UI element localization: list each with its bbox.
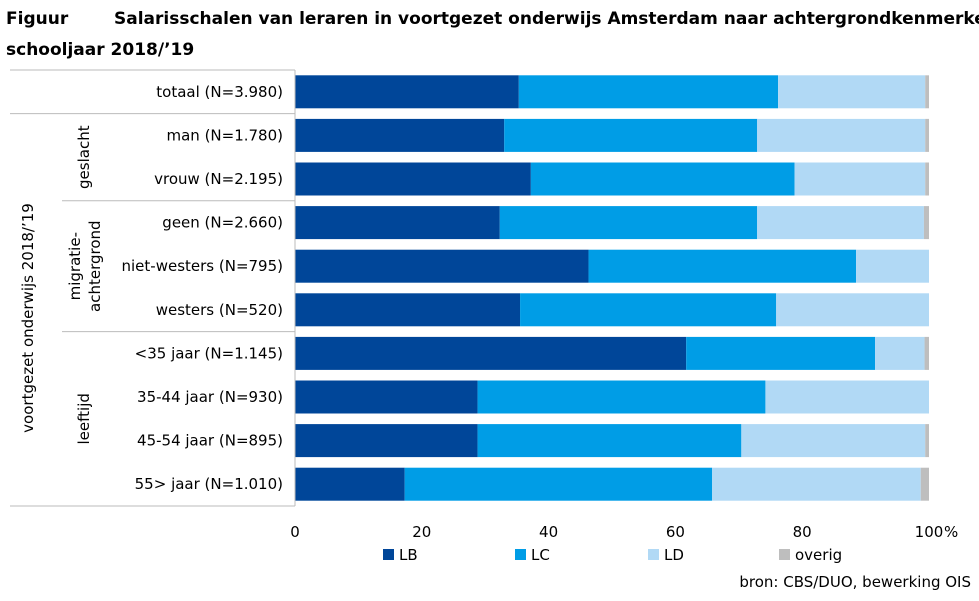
x-tick-label: 40 <box>539 523 558 541</box>
legend-label-lb: LB <box>399 546 418 564</box>
group-label-line: migratie- <box>66 232 84 300</box>
bar-segment-lb <box>295 293 521 327</box>
bar-segment-lb <box>295 467 405 501</box>
legend-swatch-lb <box>383 549 394 560</box>
bar-segment-lc <box>530 162 795 196</box>
bar-segment-overig <box>925 424 929 458</box>
x-tick-label: 60 <box>666 523 685 541</box>
category-label: geen (N=2.660) <box>162 214 283 232</box>
bar-segment-ld <box>856 249 929 283</box>
bar-segment-lb <box>295 162 531 196</box>
bar-segment-lb <box>295 380 478 414</box>
group-label: leeftijd <box>75 393 93 444</box>
bar-segment-lb <box>295 336 687 370</box>
bar-segment-overig <box>925 162 929 196</box>
bar-segment-overig <box>924 336 929 370</box>
category-label: westers (N=520) <box>156 301 283 319</box>
figure-label: Figuur <box>6 9 69 29</box>
legend-label-lc: LC <box>531 546 550 564</box>
bar-segment-lc <box>477 380 766 414</box>
bar-segment-lc <box>477 424 742 458</box>
x-axis-unit: % <box>944 523 958 541</box>
bar-segment-lb <box>295 75 519 109</box>
bar-segment-ld <box>794 162 926 196</box>
chart-title: Salarisschalen van leraren in voortgezet… <box>114 9 979 29</box>
bar-segment-lc <box>504 118 758 152</box>
category-label: vrouw (N=2.195) <box>154 170 283 188</box>
bar-segment-lb <box>295 118 505 152</box>
bar-segment-ld <box>741 424 926 458</box>
group-label: migratie-achtergrond <box>66 220 104 312</box>
bar-segment-ld <box>757 206 924 240</box>
bar-segment-ld <box>875 336 925 370</box>
bar-segment-lb <box>295 249 589 283</box>
category-label: man (N=1.780) <box>166 126 283 144</box>
bar-segment-lc <box>686 336 876 370</box>
bar-segment-ld <box>712 467 921 501</box>
category-label: 35-44 jaar (N=930) <box>137 388 283 406</box>
category-label: totaal (N=3.980) <box>156 83 283 101</box>
bar-segment-lc <box>499 206 758 240</box>
bar-segment-ld <box>765 380 929 414</box>
group-label-line: achtergrond <box>86 220 104 312</box>
bar-segment-lc <box>518 75 779 109</box>
group-label-line: geslacht <box>75 125 93 189</box>
legend-swatch-ld <box>648 549 659 560</box>
legend-swatch-lc <box>515 549 526 560</box>
bar-segment-lb <box>295 206 500 240</box>
chart-title-line2: schooljaar 2018/’19 <box>6 40 195 60</box>
bar-segment-lc <box>404 467 713 501</box>
bar-segment-lc <box>520 293 777 327</box>
legend-label-overig: overig <box>795 546 842 564</box>
bar-segment-ld <box>757 118 926 152</box>
category-label: niet-westers (N=795) <box>122 257 284 275</box>
legend-swatch-overig <box>779 549 790 560</box>
source-note: bron: CBS/DUO, bewerking OIS <box>739 573 971 591</box>
x-tick-label: 20 <box>412 523 431 541</box>
group-label: geslacht <box>75 125 93 189</box>
bar-segment-overig <box>925 118 929 152</box>
bar-segment-ld <box>776 293 929 327</box>
bar-segment-overig <box>925 75 929 109</box>
bar-segment-overig <box>923 206 929 240</box>
bar-segment-lc <box>588 249 857 283</box>
category-label: 55> jaar (N=1.010) <box>135 475 283 493</box>
x-tick-label: 0 <box>290 523 300 541</box>
category-label: 45-54 jaar (N=895) <box>137 432 283 450</box>
category-label: <35 jaar (N=1.145) <box>135 344 283 362</box>
outer-axis-label: voortgezet onderwijs 2018/’19 <box>19 203 37 433</box>
bar-segment-lb <box>295 424 478 458</box>
bar-segment-ld <box>778 75 926 109</box>
group-label-line: leeftijd <box>75 393 93 444</box>
x-tick-label: 100 <box>915 523 944 541</box>
legend-label-ld: LD <box>664 546 684 564</box>
bar-segment-overig <box>920 467 929 501</box>
x-tick-label: 80 <box>793 523 812 541</box>
